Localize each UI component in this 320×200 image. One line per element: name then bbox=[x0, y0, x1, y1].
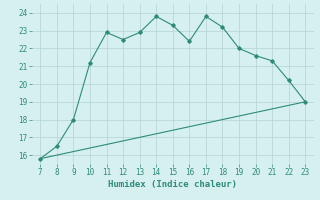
X-axis label: Humidex (Indice chaleur): Humidex (Indice chaleur) bbox=[108, 180, 237, 189]
